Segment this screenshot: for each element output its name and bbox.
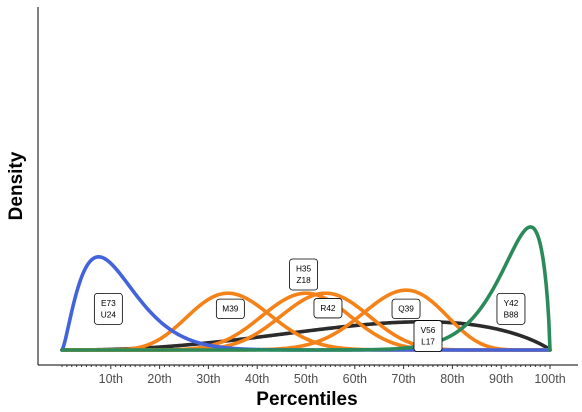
x-tick-label: 90th [489,372,513,386]
label-box [413,320,443,352]
label-box [289,258,318,291]
label-box [496,292,526,325]
density-curve-green-6 [60,225,552,352]
label-text: Z18 [296,275,311,285]
x-tick-label: 40th [245,372,269,386]
label-text: H35 [296,264,312,274]
x-tick-label: 100th [534,372,565,386]
curves-layer [60,225,552,352]
x-tick-label: 70th [391,372,415,386]
label-box [391,298,421,320]
x-tick-label: 20th [147,372,171,386]
x-tick-label: 80th [440,372,464,386]
label-text: M39 [222,304,239,314]
x-tick-label: 60th [343,372,367,386]
x-tick-label: 50th [294,372,318,386]
x-axis-title: Percentiles [256,389,357,410]
label-box [93,292,123,325]
label-box [313,298,343,319]
label-box [215,298,245,320]
label-text: V56 [421,325,436,335]
x-tick-label: 10th [99,372,123,386]
label-text: Y42 [504,298,519,308]
label-text: U24 [101,309,117,319]
label-text: L17 [421,337,435,347]
label-text: E73 [101,298,116,308]
x-tick-label: 30th [196,372,220,386]
y-axis-title: Density [6,151,27,220]
x-axis-ticks: 10th 20th 30th 40th 50th 60th 70th 80th 90th 100t… [61,365,566,386]
label-text: Q39 [398,304,414,314]
label-text: B88 [504,309,519,319]
label-text: R42 [320,303,336,313]
